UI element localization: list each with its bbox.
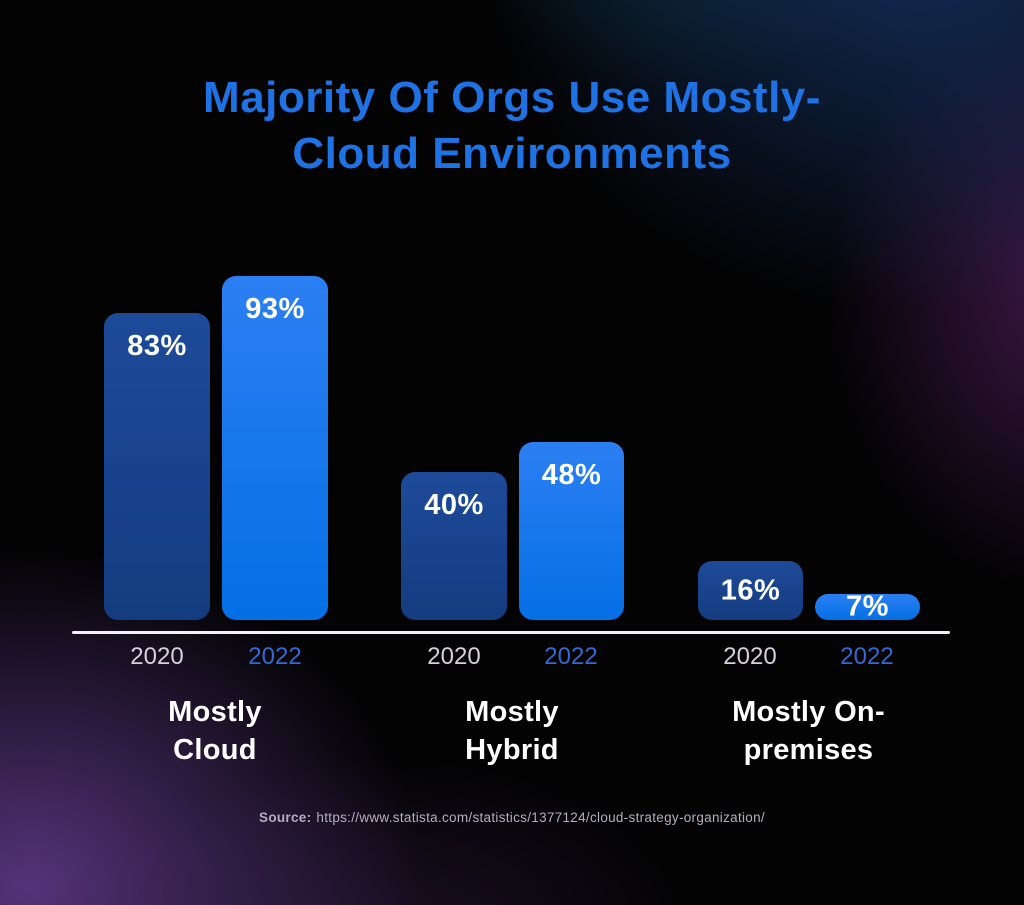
year-label-2020: 2020: [723, 643, 777, 670]
bar-value-label: 16%: [720, 574, 781, 606]
source-prefix-label: Source:: [259, 810, 312, 825]
bar-value-label: 93%: [245, 293, 305, 325]
year-label-2020: 2020: [427, 643, 481, 670]
bar-value-label: 83%: [127, 330, 187, 362]
bar-value-label: 7%: [846, 590, 889, 623]
group-label-mostly-onpremises: Mostly On-premises: [732, 696, 885, 766]
bar-mostly-cloud-2020: 83%: [104, 313, 210, 620]
bar-mostly-hybrid-2020: 40%: [401, 472, 507, 620]
bar-mostly-hybrid-2022: 48%: [519, 442, 624, 620]
x-axis-line: [72, 631, 950, 634]
year-label-2022: 2022: [248, 643, 302, 670]
year-label-2022: 2022: [544, 643, 598, 670]
group-label-mostly-hybrid: Mostly Hybrid: [465, 696, 559, 766]
year-label-2020: 2020: [130, 643, 184, 670]
source-citation: Source: https://www.statista.com/statisti…: [0, 810, 1024, 825]
bar-mostly-onpremises-2022: 7%: [815, 591, 920, 623]
bar-value-label: 40%: [424, 489, 484, 521]
bar-value-label: 48%: [541, 459, 602, 491]
year-label-2022: 2022: [840, 643, 894, 670]
bar-mostly-cloud-2022: 93%: [222, 276, 328, 620]
bar-mostly-onpremises-2020: 16%: [698, 561, 803, 620]
source-url-text: https://www.statista.com/statistics/1377…: [316, 810, 765, 825]
page-title: Majority Of Orgs Use Mostly-Cloud Enviro…: [203, 73, 821, 178]
group-label-mostly-cloud: Mostly Cloud: [168, 696, 262, 766]
